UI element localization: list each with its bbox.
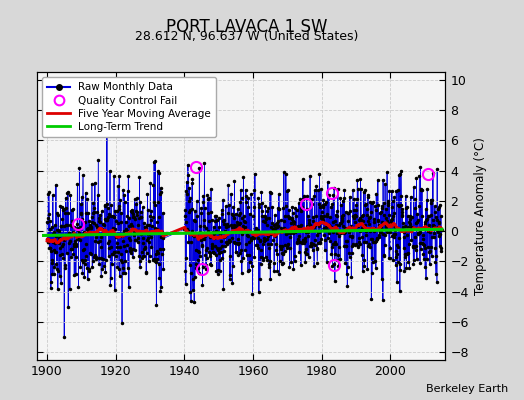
Text: 28.612 N, 96.637 W (United States): 28.612 N, 96.637 W (United States) xyxy=(135,30,358,43)
Text: PORT LAVACA 1 SW: PORT LAVACA 1 SW xyxy=(166,18,327,36)
Legend: Raw Monthly Data, Quality Control Fail, Five Year Moving Average, Long-Term Tren: Raw Monthly Data, Quality Control Fail, … xyxy=(42,77,216,137)
Y-axis label: Temperature Anomaly (°C): Temperature Anomaly (°C) xyxy=(474,137,487,295)
Text: Berkeley Earth: Berkeley Earth xyxy=(426,384,508,394)
